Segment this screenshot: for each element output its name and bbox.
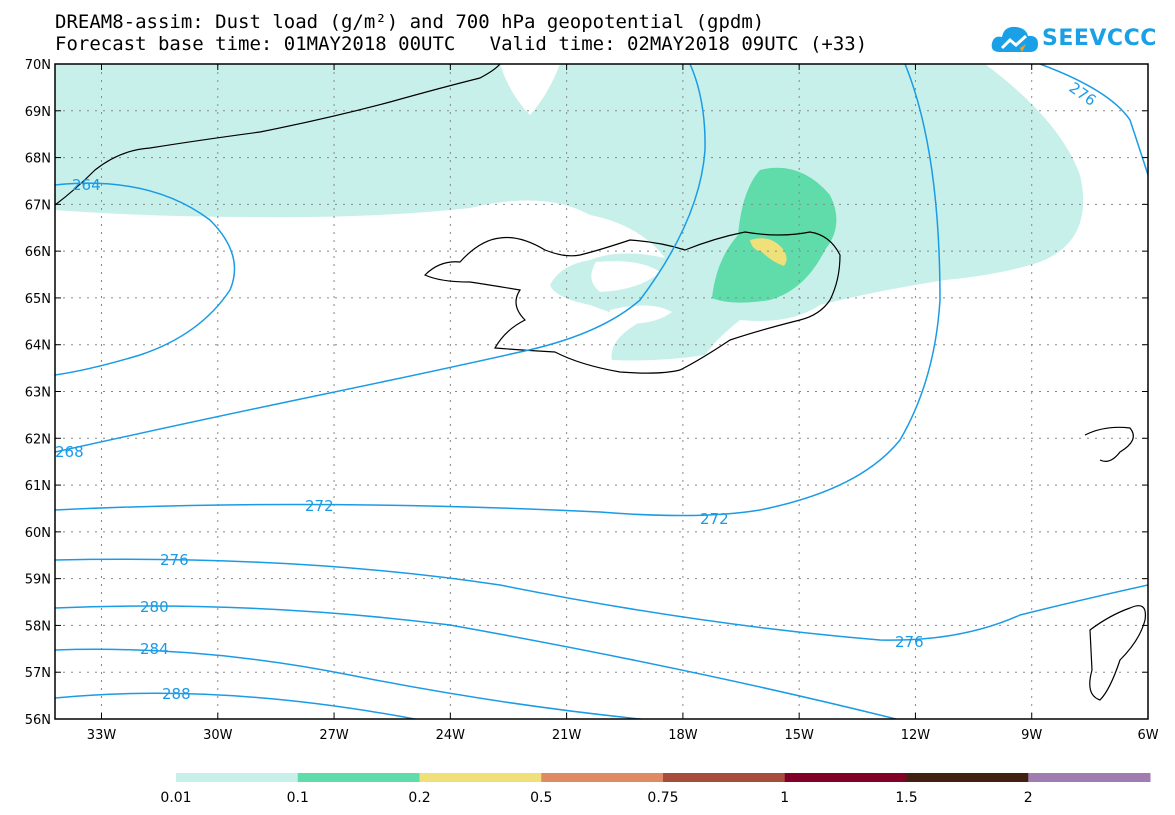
lon-tick-label: 30W — [203, 728, 233, 743]
lat-tick-label: 65N — [25, 292, 51, 307]
colorbar-segment — [906, 773, 1029, 782]
lat-tick-label: 66N — [25, 245, 51, 260]
lat-tick-label: 61N — [25, 479, 51, 494]
lat-tick-label: 68N — [25, 152, 51, 167]
lat-tick-label: 59N — [25, 573, 51, 588]
colorbar-tick-label: 0.5 — [530, 790, 552, 806]
lon-tick-label: 12W — [901, 728, 931, 743]
lat-tick-label: 60N — [25, 526, 51, 541]
colorbar-tick-label: 0.01 — [160, 790, 191, 806]
contour-label: 272 — [700, 510, 729, 528]
lat-tick-label: 67N — [25, 198, 51, 213]
lat-tick-label: 56N — [25, 713, 51, 728]
lon-tick-label: 33W — [87, 728, 117, 743]
lat-tick-label: 62N — [25, 432, 51, 447]
colorbar-segment — [419, 773, 542, 782]
colorbar-segment — [784, 773, 907, 782]
colorbar-segment — [176, 773, 299, 782]
lat-tick-label: 57N — [25, 666, 51, 681]
contour-label: 264 — [72, 176, 101, 194]
logo-text: SEEVCCC — [1042, 26, 1157, 51]
dust-area-0.01 — [55, 64, 1084, 361]
longitude-axis: 33W 30W 27W 24W 21W 18W 15W 12W 9W 6W — [87, 64, 1159, 743]
latitude-axis: 70N 69N 68N 67N 66N 65N 64N 63N 62N 61N 60N 59N 58N 5… — [25, 58, 1148, 728]
lat-tick-label: 70N — [25, 58, 51, 73]
geopotential-contours — [55, 64, 1148, 719]
colorbar-tick-label: 2 — [1024, 790, 1033, 806]
lon-tick-label: 18W — [668, 728, 698, 743]
colorbar-segment — [541, 773, 664, 782]
colorbar-tick-label: 0.1 — [287, 790, 309, 806]
lon-tick-label: 6W — [1137, 728, 1158, 743]
colorbar-tick-label: 1 — [780, 790, 789, 806]
contour-label: 268 — [55, 443, 84, 461]
dust-area-0.2 — [750, 238, 787, 266]
lat-tick-label: 63N — [25, 386, 51, 401]
lat-tick-label: 69N — [25, 105, 51, 120]
lat-tick-label: 64N — [25, 339, 51, 354]
cloud-icon — [991, 26, 1038, 52]
forecast-times: Forecast base time: 01MAY2018 00UTC Vali… — [55, 33, 868, 55]
coastlines — [55, 64, 1147, 701]
lon-tick-label: 21W — [552, 728, 582, 743]
lon-tick-label: 24W — [436, 728, 466, 743]
contour-label: 276 — [1066, 79, 1100, 110]
colorbar-segment — [663, 773, 786, 782]
lat-tick-label: 58N — [25, 619, 51, 634]
lon-tick-label: 9W — [1021, 728, 1042, 743]
map-title: DREAM8-assim: Dust load (g/m²) and 700 h… — [55, 11, 765, 33]
contour-label: 288 — [162, 685, 191, 703]
contour-label: 276 — [895, 633, 924, 651]
colorbar-segment — [1028, 773, 1151, 782]
dust-colorbar: 0.01 0.1 0.2 0.5 0.75 1 1.5 2 — [160, 773, 1151, 806]
graticule — [55, 64, 1148, 719]
contour-label: 280 — [140, 598, 169, 616]
colorbar-segment — [297, 773, 420, 782]
contour-label: 284 — [140, 640, 169, 658]
lon-tick-label: 15W — [784, 728, 814, 743]
seevccc-logo: SEEVCCC — [990, 22, 1156, 58]
colorbar-tick-label: 0.75 — [647, 790, 678, 806]
lon-tick-label: 27W — [319, 728, 349, 743]
colorbar-tick-label: 0.2 — [408, 790, 430, 806]
contour-label: 272 — [305, 497, 334, 515]
colorbar-tick-label: 1.5 — [895, 790, 917, 806]
contour-label: 276 — [160, 551, 189, 569]
